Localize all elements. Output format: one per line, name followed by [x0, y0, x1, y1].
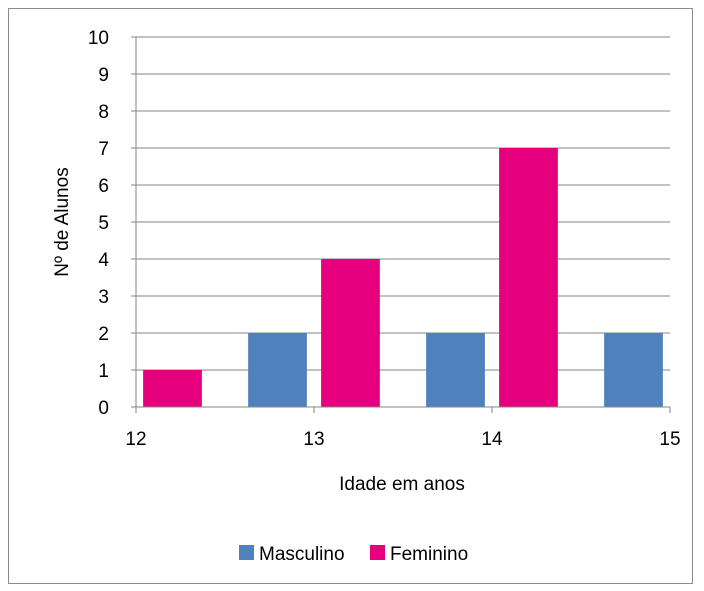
y-tick-label-2: 2 — [98, 324, 109, 345]
y-tick-label-10: 10 — [88, 28, 109, 49]
legend-label-masculino: Masculino — [259, 544, 345, 565]
y-tick-label-5: 5 — [98, 213, 109, 234]
bar-masculino-15 — [604, 333, 663, 407]
bars — [143, 148, 663, 407]
axes — [131, 36, 671, 413]
x-tick-label-13: 13 — [303, 429, 324, 450]
x-tick-label-14: 14 — [481, 429, 503, 450]
legend-label-feminino: Feminino — [390, 544, 468, 565]
y-tick-label-8: 8 — [98, 102, 109, 123]
legend-swatch-masculino — [239, 545, 254, 560]
y-tick-label-3: 3 — [98, 287, 109, 308]
y-tick-labels: 0 1 2 3 4 5 6 7 8 9 10 — [88, 28, 110, 419]
y-tick-label-9: 9 — [98, 65, 109, 86]
gridlines — [136, 36, 670, 371]
y-tick-label-4: 4 — [98, 250, 109, 271]
y-tick-label-6: 6 — [98, 176, 109, 197]
bar-masculino-13 — [248, 333, 307, 407]
bar-feminino-14 — [499, 148, 558, 407]
y-tick-label-0: 0 — [98, 398, 109, 419]
x-axis-title: Idade em anos — [339, 474, 465, 495]
y-axis-title: Nº de Alunos — [52, 167, 73, 276]
legend-swatch-feminino — [370, 545, 385, 560]
legend: Masculino Feminino — [239, 544, 468, 565]
x-tick-label-15: 15 — [659, 429, 680, 450]
y-tick-label-1: 1 — [98, 361, 109, 382]
x-tick-labels: 12 13 14 15 — [125, 429, 680, 450]
y-tick-label-7: 7 — [98, 139, 109, 160]
bar-masculino-14 — [426, 333, 485, 407]
bar-feminino-13 — [321, 259, 380, 407]
x-tick-label-12: 12 — [125, 429, 146, 450]
bar-feminino-12 — [143, 370, 202, 407]
